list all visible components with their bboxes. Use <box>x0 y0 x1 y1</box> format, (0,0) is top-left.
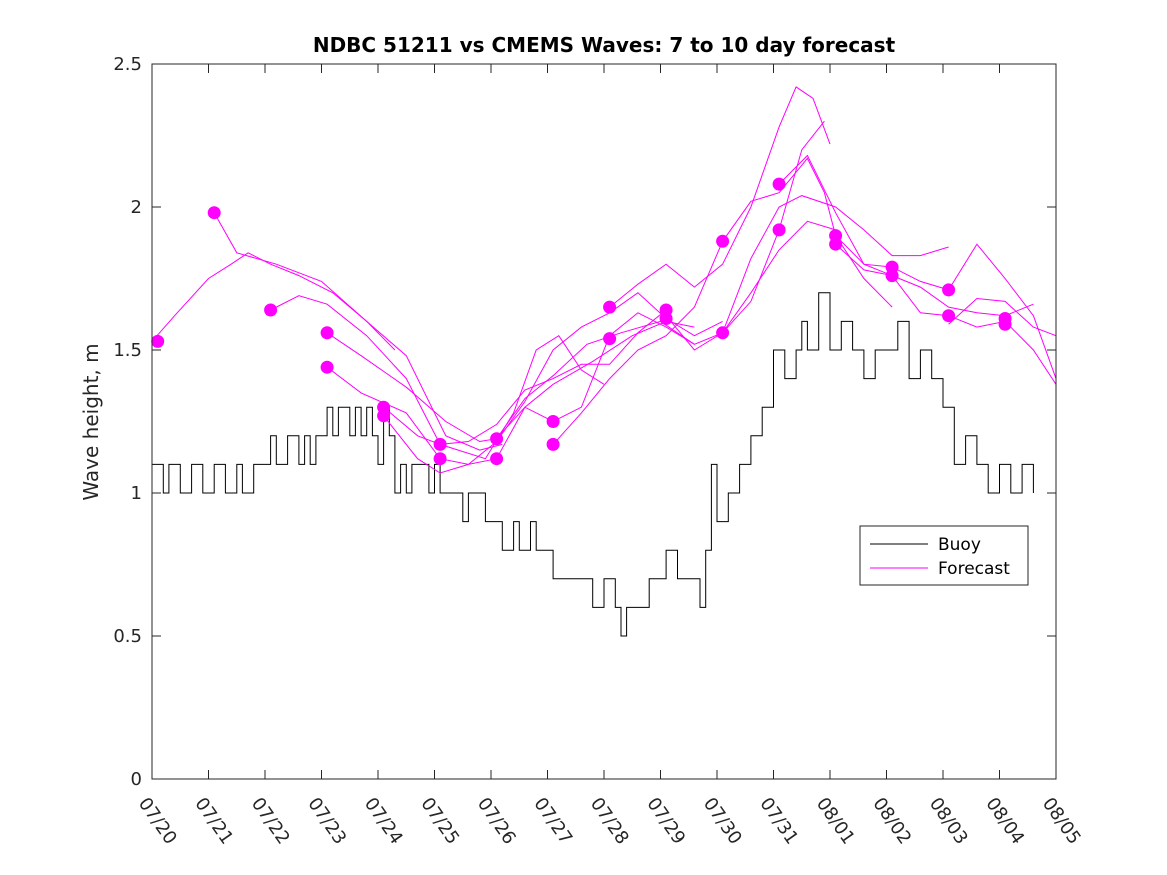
forecast-marker-11 <box>546 415 560 428</box>
x-tick-label-7: 07/27 <box>529 794 576 849</box>
forecast-line-9 <box>552 157 893 445</box>
forecast-marker-17 <box>716 234 730 248</box>
chart-title: NDBC 51211 vs CMEMS Waves: 7 to 10 day f… <box>313 33 896 57</box>
x-tick-label-9: 07/29 <box>642 794 689 849</box>
y-tick-label-0: 0 <box>131 769 142 790</box>
x-tick-label-15: 08/04 <box>981 794 1028 849</box>
legend-box <box>859 525 1029 586</box>
forecast-marker-3 <box>320 326 334 340</box>
forecast-marker-24 <box>885 269 899 283</box>
x-tick-label-0: 07/20 <box>134 794 181 849</box>
y-tick-label-1: 0.5 <box>113 626 142 647</box>
forecast-line-13 <box>778 154 1034 317</box>
forecast-marker-6 <box>377 409 391 423</box>
x-tick-label-12: 08/01 <box>812 794 859 849</box>
forecast-marker-1 <box>207 206 221 220</box>
y-tick-label-4: 2 <box>131 197 142 218</box>
forecast-marker-26 <box>942 309 956 323</box>
x-tick-label-3: 07/23 <box>303 794 350 849</box>
x-tick-label-11: 07/31 <box>755 794 802 849</box>
y-tick-label-3: 1.5 <box>113 340 142 361</box>
x-tick-label-14: 08/03 <box>925 794 972 849</box>
legend-forecast-label: Forecast <box>938 559 1010 579</box>
forecast-marker-16 <box>659 312 673 325</box>
marker-layer <box>151 177 1012 466</box>
forecast-line-11 <box>665 195 949 351</box>
x-tick-label-16: 08/05 <box>1038 794 1085 849</box>
x-tick-label-2: 07/22 <box>247 794 294 849</box>
forecast-marker-28 <box>998 317 1012 331</box>
x-tick-label-8: 07/28 <box>586 794 633 849</box>
forecast-line-3 <box>270 295 605 460</box>
forecast-marker-4 <box>320 360 334 374</box>
legend: Buoy Forecast <box>859 525 1029 586</box>
forecast-marker-14 <box>603 332 617 346</box>
forecast-line-16 <box>948 297 1057 337</box>
x-tick-label-6: 07/26 <box>473 794 520 849</box>
y-tick-label-5: 2.5 <box>113 54 142 75</box>
x-tick-label-13: 08/02 <box>868 794 915 849</box>
forecast-marker-9 <box>490 432 504 446</box>
x-tick-label-5: 07/25 <box>416 794 463 849</box>
forecast-marker-13 <box>603 300 617 314</box>
y-axis-title: Wave height, m <box>79 343 103 500</box>
forecast-marker-25 <box>942 283 956 297</box>
forecast-line-10 <box>609 86 831 308</box>
legend-buoy-label: Buoy <box>938 535 981 555</box>
forecast-marker-8 <box>433 452 447 466</box>
plot-area <box>152 64 1056 779</box>
forecast-marker-12 <box>546 437 560 451</box>
forecast-marker-22 <box>829 237 843 251</box>
forecast-marker-2 <box>264 303 278 317</box>
forecast-line-6 <box>383 309 667 445</box>
x-tick-label-10: 07/30 <box>699 794 746 849</box>
forecast-marker-20 <box>772 223 786 237</box>
forecast-line-4 <box>326 320 695 443</box>
buoy-line <box>152 292 1034 637</box>
forecast-marker-10 <box>490 452 504 466</box>
x-tick-label-1: 07/21 <box>190 794 237 849</box>
forecast-line-1 <box>151 252 396 351</box>
x-tick-label-4: 07/24 <box>360 794 407 849</box>
forecast-marker-19 <box>772 177 786 191</box>
y-tick-label-2: 1 <box>131 483 142 504</box>
forecast-marker-7 <box>433 437 447 451</box>
forecast-marker-0 <box>151 334 165 348</box>
forecast-line-2 <box>213 212 503 451</box>
forecast-marker-18 <box>716 326 730 340</box>
